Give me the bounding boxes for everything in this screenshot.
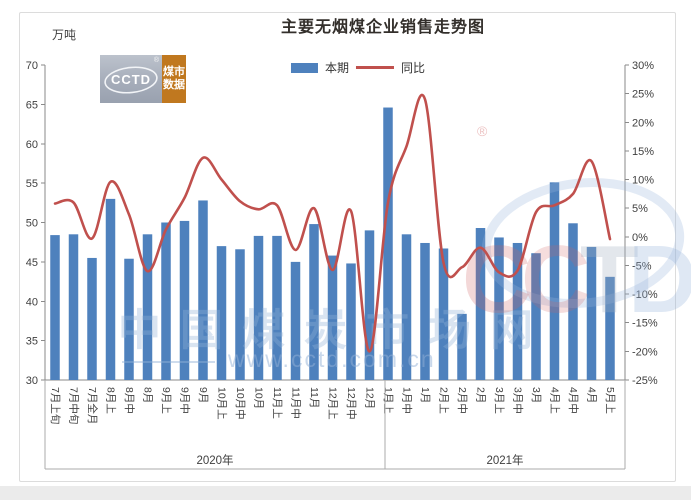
legend-bar-swatch bbox=[290, 62, 318, 73]
watermark-dash bbox=[122, 361, 215, 363]
cctd-logo-orange-block: 煤市 数据 bbox=[162, 55, 186, 103]
watermark-url: www.cctd.com.cn bbox=[228, 346, 436, 372]
bottom-margin-band bbox=[0, 486, 691, 500]
legend-line-swatch bbox=[356, 66, 394, 69]
logo-tagline-1: 煤市 bbox=[163, 65, 185, 78]
chart-title: 主要无烟煤企业销售走势图 bbox=[280, 19, 486, 36]
chart-frame bbox=[19, 12, 676, 482]
year-group-2021: 2021年 bbox=[486, 455, 524, 467]
year-group-2020: 2020年 bbox=[196, 455, 234, 467]
cctd-logo-text: CCTD bbox=[110, 71, 152, 87]
logo-tagline-2: 数据 bbox=[163, 79, 185, 91]
legend-bar-label: 本期 bbox=[324, 61, 349, 75]
registered-mark-icon: ® bbox=[153, 57, 159, 64]
left-axis-unit-label: 万吨 bbox=[52, 28, 77, 42]
cctd-logo: CCTD ® 煤市 数据 bbox=[100, 55, 186, 103]
legend-line-label: 同比 bbox=[401, 61, 426, 75]
cctd-logo-swoosh bbox=[104, 66, 158, 94]
cctd-logo-gray-block: CCTD ® bbox=[100, 55, 162, 103]
legend: 本期 同比 bbox=[290, 59, 426, 76]
